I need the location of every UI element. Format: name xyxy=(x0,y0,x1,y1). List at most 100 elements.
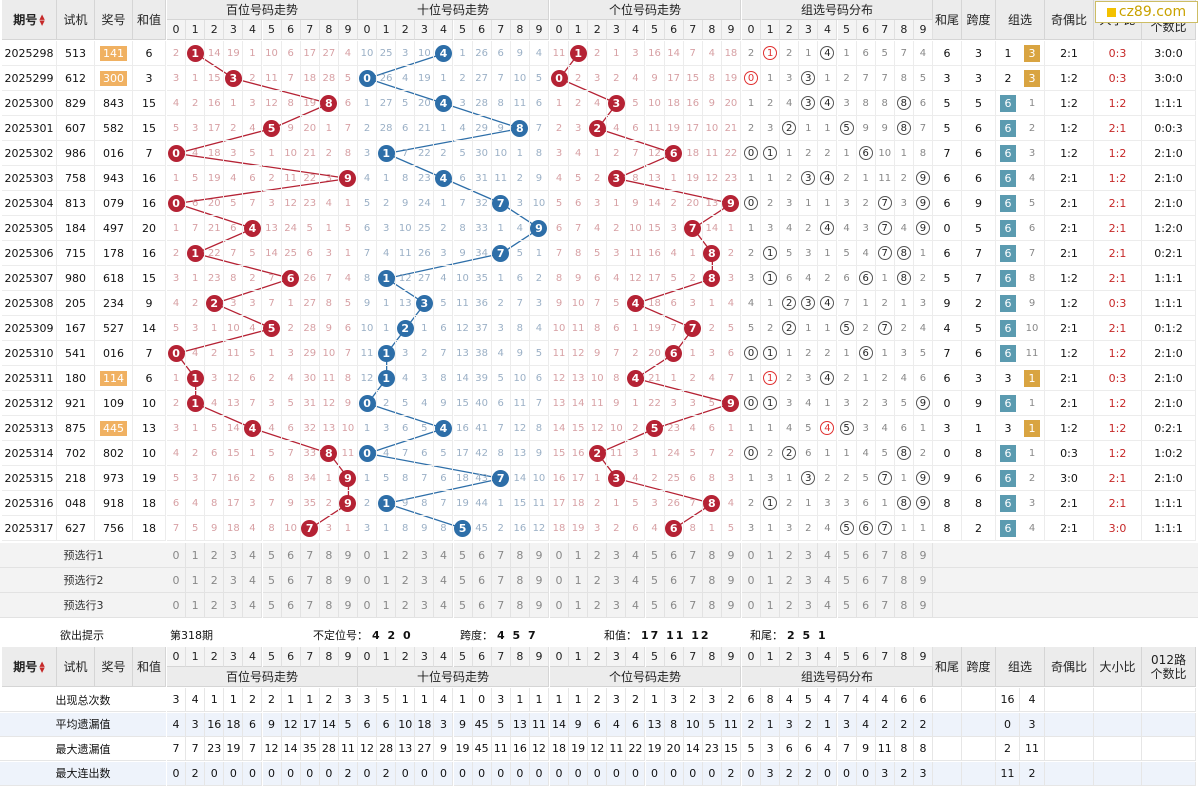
pick-digit-button[interactable]: 8 xyxy=(894,593,914,618)
pick-digit-button[interactable]: 1 xyxy=(377,543,397,568)
pick-digit-button[interactable]: 9 xyxy=(721,593,741,618)
pick-digit-button[interactable]: 5 xyxy=(837,543,857,568)
pick-digit-button[interactable]: 5 xyxy=(837,593,857,618)
pick-digit-button[interactable]: 2 xyxy=(396,543,416,568)
pick-digit-button[interactable]: 3 xyxy=(799,543,819,568)
pick-digit-button[interactable]: 7 xyxy=(875,543,895,568)
pick-digit-button[interactable]: 8 xyxy=(319,568,339,593)
pick-digit-button[interactable]: 3 xyxy=(799,593,819,618)
pick-digit-button[interactable]: 2 xyxy=(780,543,800,568)
pick-digit-button[interactable]: 3 xyxy=(224,543,244,568)
pick-digit-button[interactable]: 6 xyxy=(281,593,301,618)
pick-digit-button[interactable]: 1 xyxy=(186,543,206,568)
pick-digit-button[interactable]: 9 xyxy=(913,568,933,593)
pick-digit-button[interactable]: 1 xyxy=(186,593,206,618)
pick-digit-button[interactable]: 7 xyxy=(683,593,703,618)
pick-digit-button[interactable]: 1 xyxy=(761,593,781,618)
pick-digit-button[interactable]: 6 xyxy=(856,593,876,618)
pick-digit-button[interactable]: 7 xyxy=(875,593,895,618)
pick-digit-button[interactable]: 0 xyxy=(167,568,187,593)
pick-digit-button[interactable]: 8 xyxy=(894,543,914,568)
pick-digit-button[interactable]: 5 xyxy=(645,568,665,593)
pick-digit-button[interactable]: 0 xyxy=(550,568,570,593)
pick-digit-button[interactable]: 9 xyxy=(529,543,549,568)
pick-digit-button[interactable]: 9 xyxy=(529,593,549,618)
pick-digit-button[interactable]: 4 xyxy=(818,593,838,618)
pick-digit-button[interactable]: 0 xyxy=(742,593,762,618)
pick-digit-button[interactable]: 1 xyxy=(569,568,589,593)
pick-digit-button[interactable]: 7 xyxy=(491,543,511,568)
pick-digit-button[interactable]: 8 xyxy=(702,543,722,568)
pick-digit-button[interactable]: 3 xyxy=(415,543,435,568)
pick-digit-button[interactable]: 0 xyxy=(358,593,378,618)
pick-digit-button[interactable]: 3 xyxy=(607,568,627,593)
pick-digit-button[interactable]: 8 xyxy=(702,568,722,593)
pick-digit-button[interactable]: 5 xyxy=(262,593,282,618)
pick-digit-button[interactable]: 3 xyxy=(607,543,627,568)
top-header-period[interactable]: 期号 ▲ ▼ xyxy=(2,0,57,40)
pick-digit-button[interactable]: 4 xyxy=(818,568,838,593)
pick-digit-button[interactable]: 7 xyxy=(491,593,511,618)
pick-digit-button[interactable]: 7 xyxy=(300,593,320,618)
pick-digit-button[interactable]: 5 xyxy=(453,593,473,618)
pick-digit-button[interactable]: 5 xyxy=(453,543,473,568)
pick-digit-button[interactable]: 5 xyxy=(262,568,282,593)
pick-digit-button[interactable]: 0 xyxy=(358,568,378,593)
pick-digit-button[interactable]: 4 xyxy=(818,543,838,568)
pick-digit-button[interactable]: 5 xyxy=(453,568,473,593)
pick-digit-button[interactable]: 2 xyxy=(780,568,800,593)
pick-digit-button[interactable]: 1 xyxy=(186,568,206,593)
pick-digit-button[interactable]: 6 xyxy=(472,543,492,568)
pick-digit-button[interactable]: 0 xyxy=(742,568,762,593)
pick-digit-button[interactable]: 2 xyxy=(396,593,416,618)
pick-digit-button[interactable]: 2 xyxy=(588,568,608,593)
pick-digit-button[interactable]: 9 xyxy=(529,568,549,593)
pick-digit-button[interactable]: 6 xyxy=(281,568,301,593)
pick-digit-button[interactable]: 4 xyxy=(434,543,454,568)
pick-digit-button[interactable]: 6 xyxy=(856,568,876,593)
pick-digit-button[interactable]: 0 xyxy=(167,543,187,568)
pick-digit-button[interactable]: 6 xyxy=(281,543,301,568)
pick-digit-button[interactable]: 8 xyxy=(510,593,530,618)
pick-digit-button[interactable]: 9 xyxy=(338,543,358,568)
pick-digit-button[interactable]: 0 xyxy=(167,593,187,618)
pick-digit-button[interactable]: 6 xyxy=(664,568,684,593)
pick-digit-button[interactable]: 2 xyxy=(588,543,608,568)
pick-digit-button[interactable]: 4 xyxy=(626,593,646,618)
pick-digit-button[interactable]: 1 xyxy=(377,568,397,593)
pick-digit-button[interactable]: 4 xyxy=(243,543,263,568)
pick-digit-button[interactable]: 3 xyxy=(415,568,435,593)
pick-digit-button[interactable]: 4 xyxy=(243,568,263,593)
pick-digit-button[interactable]: 8 xyxy=(702,593,722,618)
pick-digit-button[interactable]: 2 xyxy=(205,543,225,568)
site-logo[interactable]: cz89.com xyxy=(1095,1,1198,23)
pick-digit-button[interactable]: 9 xyxy=(913,543,933,568)
pick-digit-button[interactable]: 5 xyxy=(645,543,665,568)
pick-digit-button[interactable]: 7 xyxy=(300,543,320,568)
pick-digit-button[interactable]: 1 xyxy=(569,593,589,618)
pick-digit-button[interactable]: 6 xyxy=(472,593,492,618)
pick-digit-button[interactable]: 3 xyxy=(607,593,627,618)
pick-digit-button[interactable]: 4 xyxy=(434,568,454,593)
pick-digit-button[interactable]: 6 xyxy=(856,543,876,568)
pick-digit-button[interactable]: 2 xyxy=(780,593,800,618)
pick-digit-button[interactable]: 7 xyxy=(683,543,703,568)
pick-digit-button[interactable]: 4 xyxy=(243,593,263,618)
pick-digit-button[interactable]: 0 xyxy=(550,593,570,618)
pick-digit-button[interactable]: 8 xyxy=(894,568,914,593)
sort-arrows-icon[interactable]: ▲ ▼ xyxy=(39,12,45,27)
pick-digit-button[interactable]: 5 xyxy=(837,568,857,593)
pick-digit-button[interactable]: 2 xyxy=(396,568,416,593)
pick-digit-button[interactable]: 9 xyxy=(913,593,933,618)
pick-digit-button[interactable]: 3 xyxy=(799,568,819,593)
pick-digit-button[interactable]: 0 xyxy=(742,543,762,568)
pick-digit-button[interactable]: 0 xyxy=(358,543,378,568)
pick-digit-button[interactable]: 2 xyxy=(588,593,608,618)
pick-digit-button[interactable]: 1 xyxy=(761,568,781,593)
pick-digit-button[interactable]: 3 xyxy=(224,568,244,593)
pick-digit-button[interactable]: 3 xyxy=(415,593,435,618)
pick-digit-button[interactable]: 8 xyxy=(319,593,339,618)
pick-digit-button[interactable]: 7 xyxy=(491,568,511,593)
pick-digit-button[interactable]: 3 xyxy=(224,593,244,618)
pick-digit-button[interactable]: 7 xyxy=(875,568,895,593)
